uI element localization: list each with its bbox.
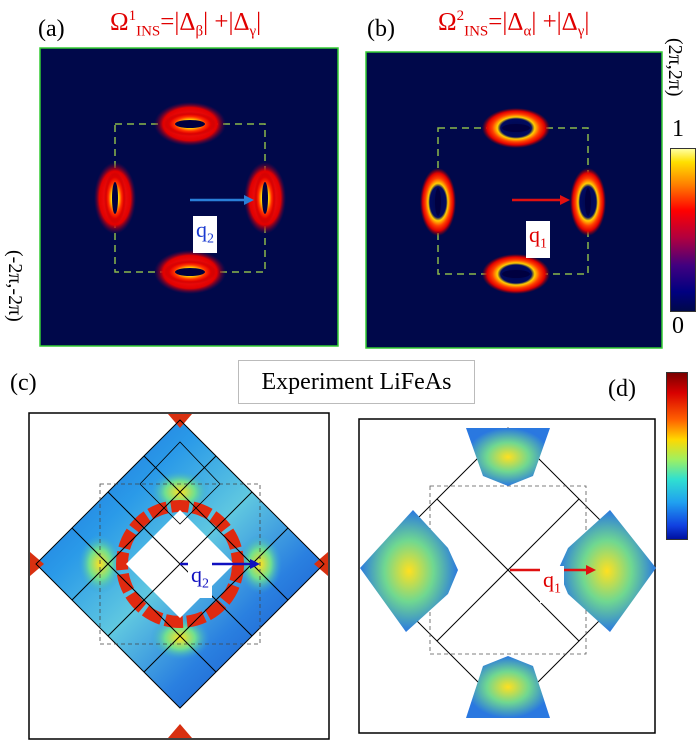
panel-b-pocket-left bbox=[420, 168, 456, 236]
formula-b: Ω2INS=|Δα| +|Δγ| bbox=[438, 8, 590, 40]
panel-b-q1-arrow bbox=[512, 195, 570, 205]
panel-d-q1-label: q1 bbox=[540, 566, 564, 604]
panel-d-wedge-top bbox=[466, 428, 550, 486]
colorbar-experiment bbox=[666, 372, 688, 540]
panel-d-wedge-right bbox=[558, 510, 656, 632]
panel-c-corner-bottom bbox=[168, 724, 192, 738]
panel-c-corner-right bbox=[314, 552, 328, 576]
panel-b-pocket-top bbox=[482, 108, 550, 148]
panel-a-pocket-bottom bbox=[154, 250, 226, 294]
panel-d-frame bbox=[358, 418, 656, 734]
colorbar-theory bbox=[670, 148, 696, 312]
experiment-title: Experiment LiFeAs bbox=[238, 360, 475, 404]
panel-c-corner-top bbox=[168, 414, 192, 428]
colorbar-max-label: 1 bbox=[672, 116, 684, 142]
panel-c-label: (c) bbox=[10, 370, 37, 396]
panel-b-label: (b) bbox=[367, 16, 395, 42]
panel-a-q2-label: q2 bbox=[193, 216, 217, 254]
panel-b-map bbox=[365, 51, 663, 349]
panel-b-pocket-bottom bbox=[482, 254, 550, 294]
panel-a-pocket-right bbox=[244, 162, 286, 234]
panel-a-background bbox=[39, 47, 339, 347]
panel-d-wedge-bottom bbox=[466, 656, 550, 718]
panel-d-map bbox=[358, 418, 656, 734]
panel-c-q2-label: q2 bbox=[188, 561, 212, 599]
panel-c-frame bbox=[28, 412, 330, 740]
panel-a-pocket-left bbox=[94, 162, 136, 234]
panel-b-q1-label: q1 bbox=[526, 221, 550, 259]
panel-a-map bbox=[39, 47, 339, 347]
panel-d-wedge-left bbox=[360, 510, 458, 632]
colorbar-min-label: 0 bbox=[672, 313, 684, 339]
panel-a-q2-arrow bbox=[190, 195, 254, 205]
formula-a: Ω1INS=|Δβ| +|Δγ| bbox=[110, 8, 262, 40]
panel-a-pocket-top bbox=[154, 102, 226, 146]
panel-a-label: (a) bbox=[38, 16, 65, 42]
panel-d-label: (d) bbox=[608, 376, 636, 402]
corner-label-bottom-left: (-2π,-2π) bbox=[4, 250, 26, 322]
panel-c-map bbox=[28, 412, 330, 740]
panel-b-pocket-right bbox=[570, 168, 606, 236]
panel-c-corner-left bbox=[30, 552, 44, 576]
